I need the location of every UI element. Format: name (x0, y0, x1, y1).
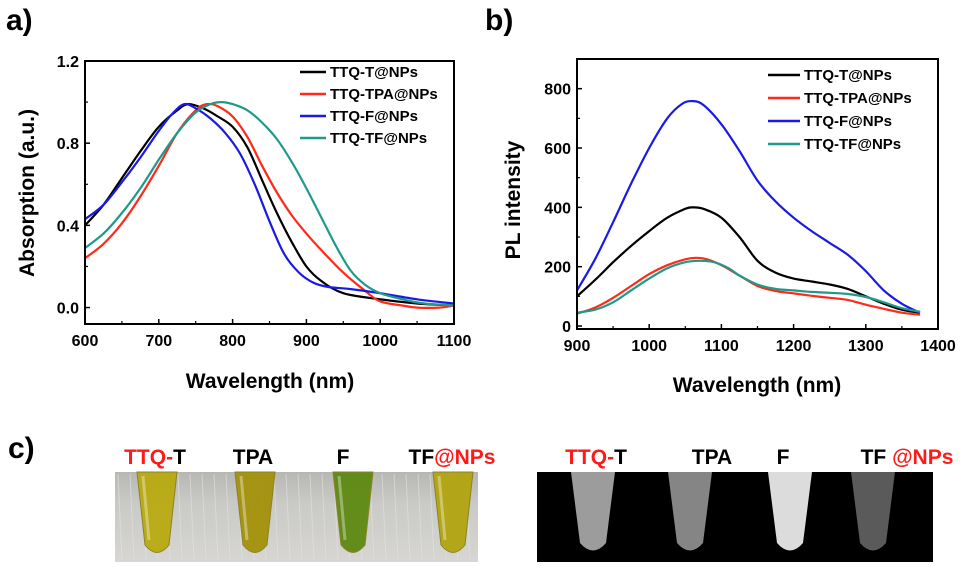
y-tick-label: 0 (562, 319, 571, 336)
vial-highlight (337, 475, 347, 541)
mesh-line (309, 473, 315, 561)
x-tick-label: 600 (72, 333, 99, 350)
panel-b-pl-chart: b) 900 1000 1100 1200 1300 14000200400600800 … (485, 4, 956, 397)
x-tick-label: 1000 (362, 333, 398, 350)
tube-label-part: @NPs (434, 446, 495, 469)
series-line-3 (84, 101, 455, 307)
x-tick-label: 800 (219, 333, 246, 350)
x-tick-label: 900 (293, 333, 320, 350)
glow-vial (768, 472, 812, 551)
vial (432, 471, 474, 553)
mesh-line (381, 473, 387, 561)
tube-label-part: F (337, 446, 350, 469)
y-tick-label: 200 (544, 260, 571, 277)
tube-label: F (337, 446, 350, 469)
tube-label-part: TPA (692, 446, 732, 469)
vial-highlight (437, 475, 447, 541)
mesh-line (297, 473, 303, 561)
legend-label: TTQ-F@NPs (330, 108, 418, 125)
mesh-line (201, 473, 207, 561)
legend-label: TTQ-TPA@NPs (804, 90, 912, 107)
tube-label-part: T (614, 446, 627, 469)
x-tick-label: 1200 (776, 338, 812, 355)
mesh-line (393, 473, 399, 561)
tube-label: TF @NPs (861, 446, 954, 469)
y-tick-label: 0.4 (57, 218, 79, 235)
x-tick-label: 1100 (704, 338, 739, 355)
mesh-line (129, 473, 135, 561)
vial (136, 471, 178, 553)
x-tick-label: 700 (145, 333, 172, 350)
tube-label: TPA (692, 446, 732, 469)
mesh-line (417, 473, 423, 561)
x-tick-label: 1400 (920, 338, 956, 355)
panel-c-left-labels: TTQ-T TPA F TF@NPs (124, 446, 495, 469)
tube-label-part: TTQ- (124, 446, 173, 469)
panel-b-ylabel: PL intensity (502, 140, 525, 259)
x-tick-label: 1300 (848, 338, 884, 355)
tube-label: F (777, 446, 790, 469)
series-line-1 (84, 102, 455, 309)
panel-b-letter: b) (485, 4, 513, 37)
mesh-line (285, 473, 291, 561)
tube-label-part: F (777, 446, 790, 469)
tube-label-part: TPA (233, 446, 273, 469)
mesh-line (405, 473, 411, 561)
mesh-line (117, 473, 123, 561)
vial-highlight (239, 475, 249, 541)
glow-vial (571, 472, 615, 551)
series-line-1 (576, 256, 921, 316)
x-tick-label: 1100 (437, 333, 472, 350)
glow-vial (668, 472, 712, 551)
legend-label: TTQ-T@NPs (330, 64, 418, 81)
legend-label: TTQ-TPA@NPs (330, 86, 438, 103)
mesh-line (189, 473, 195, 561)
panel-a-absorption-chart: a) 600 700 800 900 1000 1100 0.0 0.4 0.8 1.2 Wave… (6, 4, 471, 393)
panel-a-letter: a) (6, 4, 33, 37)
panel-a-xlabel: Wavelength (nm) (186, 370, 354, 393)
series-line-2 (576, 99, 921, 314)
tube-label: TTQ-T (124, 446, 186, 469)
panel-a-ylabel: Absorption (a.u.) (16, 109, 39, 277)
vial (234, 471, 276, 553)
y-tick-label: 400 (544, 200, 571, 217)
panel-b-xlabel: Wavelength (nm) (673, 374, 841, 397)
mesh-line (213, 473, 219, 561)
mesh-line (225, 473, 231, 561)
legend-label: TTQ-F@NPs (804, 113, 892, 130)
x-tick-label: 1000 (631, 338, 667, 355)
series-line-0 (576, 206, 921, 314)
y-tick-label: 0.8 (57, 136, 79, 153)
mesh-line (429, 473, 435, 561)
y-tick-label: 800 (544, 82, 571, 99)
y-tick-label: 600 (544, 141, 571, 158)
tube-label-part: T (173, 446, 186, 469)
legend-label: TTQ-T@NPs (804, 67, 892, 84)
tube-label-part: @NPs (892, 446, 953, 469)
panel-c-letter: c) (8, 432, 35, 465)
series-line-2 (84, 102, 455, 305)
tube-label: TPA (233, 446, 273, 469)
legend-label: TTQ-TF@NPs (804, 136, 901, 153)
vial (332, 471, 374, 553)
tube-label: TF@NPs (409, 446, 496, 469)
x-tick-label: 900 (564, 338, 591, 355)
tube-label-part: TTQ- (565, 446, 614, 469)
mesh-line (273, 473, 279, 561)
mesh-line (177, 473, 183, 561)
vial-highlight (141, 475, 151, 541)
series-line-3 (576, 259, 921, 314)
y-tick-label: 1.2 (57, 54, 79, 71)
panel-c-photos: c) TTQ-T TPA F TF@NPs TTQ-T TPA F TF @NPs (8, 432, 953, 562)
tube-label-part: TF (861, 446, 893, 469)
legend-label: TTQ-TF@NPs (330, 130, 427, 147)
tube-label-part: TF (409, 446, 435, 469)
series-line-0 (84, 102, 455, 307)
tube-label: TTQ-T (565, 446, 627, 469)
glow-vial (851, 472, 895, 551)
mesh-line (321, 473, 327, 561)
y-tick-label: 0.0 (57, 301, 79, 318)
panel-c-right-labels: TTQ-T TPA F TF @NPs (565, 446, 953, 469)
